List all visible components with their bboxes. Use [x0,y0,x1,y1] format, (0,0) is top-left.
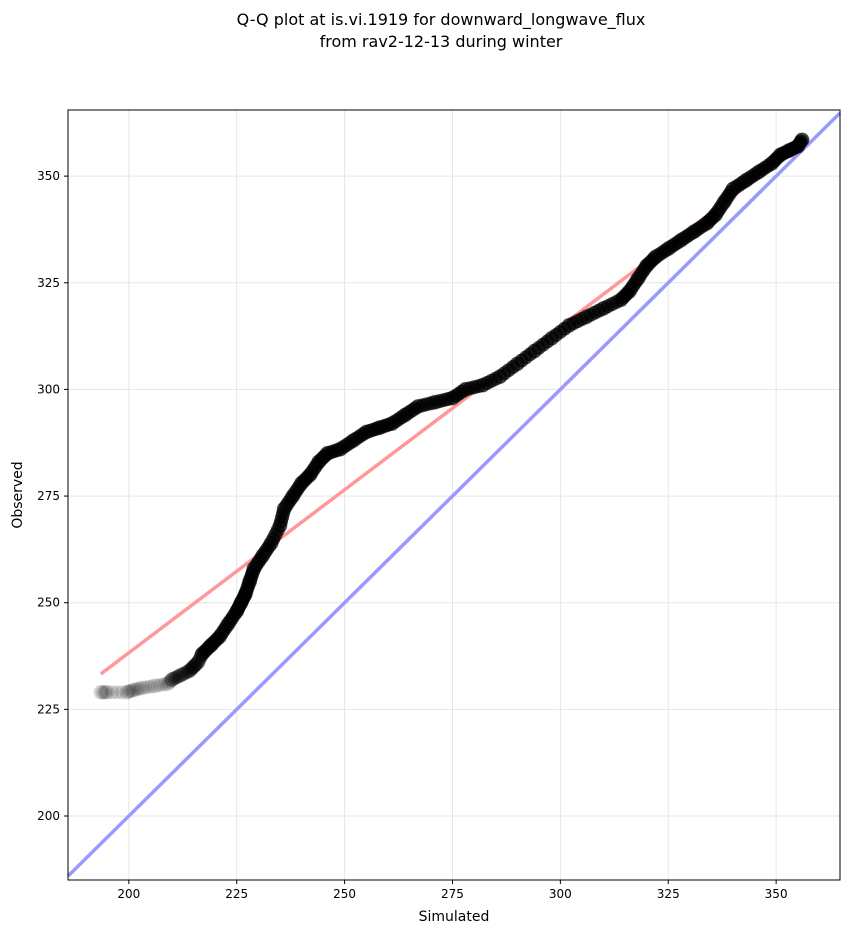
data-point-fill [130,682,145,697]
x-tick-label: 275 [441,887,464,901]
data-point-fill [150,678,165,693]
data-point-fill [124,683,139,698]
x-tick-label: 350 [765,887,788,901]
data-point-fill [138,680,153,695]
x-tick-label: 250 [333,887,356,901]
x-tick-label: 200 [117,887,140,901]
plot-frame [67,109,841,881]
data-point [134,680,150,696]
data-point-fill [169,670,184,685]
ticks: 200 225 250 275 300 325 350 200 225 250 275 300 325 3… [37,169,787,901]
chart-title-line1: Q-Q plot at is.vi.1919 for downward_long… [237,10,646,30]
data-point [181,663,197,679]
x-tick-label: 225 [225,887,248,901]
data-point-fill [141,679,156,694]
data-point [93,684,109,700]
y-axis-label: Observed [10,461,26,528]
data-point [164,672,180,688]
data-point [99,684,115,700]
data-point-fill [185,660,200,675]
data-point-fill [177,666,192,681]
y-tick-label: 250 [37,596,60,610]
data-point-fill [183,662,198,677]
grid [68,110,840,880]
x-tick-label: 325 [657,887,680,901]
data-point [119,684,135,700]
data-point-fill [171,669,186,684]
data-point [794,132,810,148]
data-point [173,667,189,683]
data-point-fill [175,667,190,682]
x-axis-label: Simulated [419,909,490,925]
y-tick-label: 275 [37,489,60,503]
y-tick-label: 350 [37,169,60,183]
identity-line [66,111,842,878]
data-point-fill [105,685,120,700]
data-point-fill [187,658,202,673]
data-point-fill [114,685,129,700]
reference-lines [66,111,842,878]
y-tick-label: 225 [37,702,60,716]
data-point-fill [122,684,137,699]
x-tick-label: 300 [549,887,572,901]
data-point-fill [128,682,143,697]
data-point-fill [144,679,159,694]
data-point [160,676,176,692]
data-point-fill [132,681,147,696]
data-point-fill [162,674,177,689]
data-point-fill [109,685,124,700]
data-point-fill [121,684,136,699]
data-point [147,678,163,694]
data-point-fill [97,685,112,700]
points [93,132,810,700]
data-point [125,682,141,698]
y-tick-label: 325 [37,276,60,290]
data-point-fill [180,665,195,680]
data-point [186,659,202,675]
data-point-fill [98,685,113,700]
data-point-fill [188,657,203,672]
data-point-fill [161,675,176,690]
data-point-fill [157,677,172,692]
data-point-fill [167,671,182,686]
data-point-fill [163,673,178,688]
data-point-fill [154,677,169,692]
y-tick-label: 300 [37,382,60,396]
data-point-fill [95,685,110,700]
y-tick-label: 200 [37,809,60,823]
chart-title-line2: from rav2-12-13 during winter [320,32,563,51]
data-point-fill [184,661,199,676]
